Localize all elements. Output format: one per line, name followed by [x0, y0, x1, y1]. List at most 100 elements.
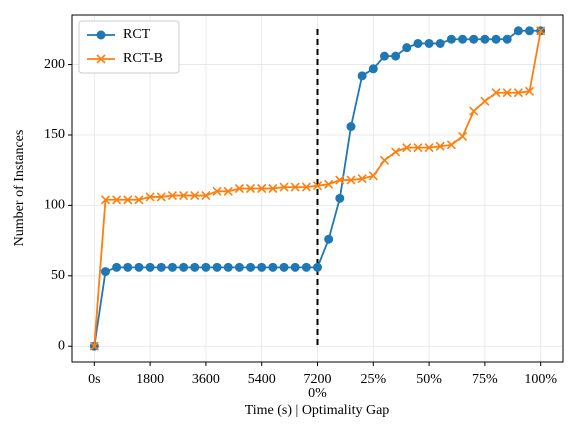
- data-point: [491, 88, 501, 98]
- data-point: [268, 183, 278, 194]
- data-point: [402, 43, 412, 53]
- data-point: [301, 262, 311, 272]
- data-point: [458, 131, 468, 141]
- x-tick-label: 3600: [192, 372, 220, 387]
- data-point: [279, 182, 289, 192]
- data-point: [156, 192, 166, 202]
- data-point: [112, 262, 122, 272]
- data-point: [290, 182, 300, 192]
- data-point: [513, 88, 523, 98]
- data-point: [480, 34, 490, 44]
- data-point: [357, 71, 367, 81]
- x-tick-label: 25%: [360, 372, 386, 387]
- y-axis-label: Number of Instances: [12, 130, 27, 247]
- y-tick-label: 0: [58, 338, 65, 353]
- data-point: [134, 195, 144, 205]
- data-point: [335, 193, 345, 203]
- data-point: [201, 190, 211, 201]
- data-point: [480, 96, 490, 106]
- y-tick-label: 200: [44, 57, 65, 72]
- data-point: [346, 122, 356, 132]
- data-point: [525, 26, 535, 36]
- data-point: [379, 155, 390, 165]
- plot-frame: [71, 14, 564, 363]
- data-point: [469, 106, 479, 116]
- data-point: [458, 34, 468, 44]
- data-point: [179, 262, 189, 272]
- data-point: [223, 262, 233, 272]
- data-point: [391, 51, 401, 61]
- data-point: [435, 38, 445, 48]
- data-point: [424, 143, 434, 153]
- data-point: [446, 140, 456, 150]
- data-point: [536, 26, 546, 36]
- legend-label: RCT: [123, 27, 151, 42]
- x-axis-label: Time (s) | Optimality Gap: [245, 403, 390, 418]
- x-tick-label: 7200: [304, 372, 332, 387]
- data-point: [234, 183, 244, 194]
- data-point: [368, 171, 378, 181]
- data-point: [502, 34, 512, 44]
- legend-marker: [96, 54, 106, 64]
- data-point: [335, 175, 345, 185]
- data-point: [145, 262, 155, 272]
- data-point: [212, 262, 222, 272]
- x-tick-label: 0s: [88, 372, 100, 387]
- data-point: [279, 262, 289, 272]
- data-point: [368, 64, 378, 74]
- data-point: [134, 262, 144, 272]
- data-point: [524, 86, 535, 96]
- data-point: [112, 195, 122, 205]
- data-point: [413, 143, 423, 153]
- data-point: [245, 183, 256, 194]
- data-point: [446, 34, 456, 44]
- data-point: [123, 195, 133, 205]
- legend-label: RCT-B: [123, 51, 163, 66]
- data-point: [413, 38, 423, 48]
- data-point: [301, 182, 311, 192]
- data-point: [424, 38, 434, 48]
- data-point: [313, 262, 322, 272]
- data-point: [145, 192, 155, 202]
- data-point: [268, 262, 278, 272]
- data-point: [167, 262, 177, 272]
- data-point: [257, 183, 267, 194]
- data-point: [435, 141, 445, 151]
- data-point: [324, 179, 334, 189]
- data-point: [167, 190, 177, 201]
- x-tick-label: 0%: [308, 386, 327, 401]
- data-point: [179, 190, 189, 201]
- data-point: [190, 190, 200, 201]
- data-point: [379, 51, 389, 61]
- x-tick-label: 75%: [472, 372, 498, 387]
- y-tick-label: 100: [44, 198, 65, 213]
- x-tick-label: 100%: [524, 372, 557, 387]
- data-point: [346, 175, 356, 185]
- data-point: [190, 262, 200, 272]
- data-point: [100, 267, 110, 277]
- x-tick-label: 5400: [248, 372, 276, 387]
- data-point: [469, 34, 479, 44]
- data-point: [257, 262, 267, 272]
- x-tick-label: 1800: [136, 372, 164, 387]
- legend-marker: [96, 30, 106, 40]
- data-point: [234, 262, 244, 272]
- data-point: [123, 262, 133, 272]
- data-point: [513, 26, 523, 36]
- data-point: [312, 181, 323, 191]
- data-point: [502, 88, 512, 98]
- data-point: [391, 147, 401, 157]
- data-point: [223, 186, 233, 196]
- data-point: [156, 262, 166, 272]
- x-tick-label: 50%: [416, 372, 442, 387]
- data-point: [290, 262, 300, 272]
- data-point: [357, 174, 367, 184]
- data-point: [246, 262, 256, 272]
- data-point: [100, 195, 111, 205]
- y-tick-label: 150: [44, 127, 65, 142]
- data-point: [201, 262, 211, 272]
- data-point: [402, 143, 412, 153]
- legend: RCT RCT-B: [78, 20, 180, 74]
- y-tick-label: 50: [51, 268, 65, 283]
